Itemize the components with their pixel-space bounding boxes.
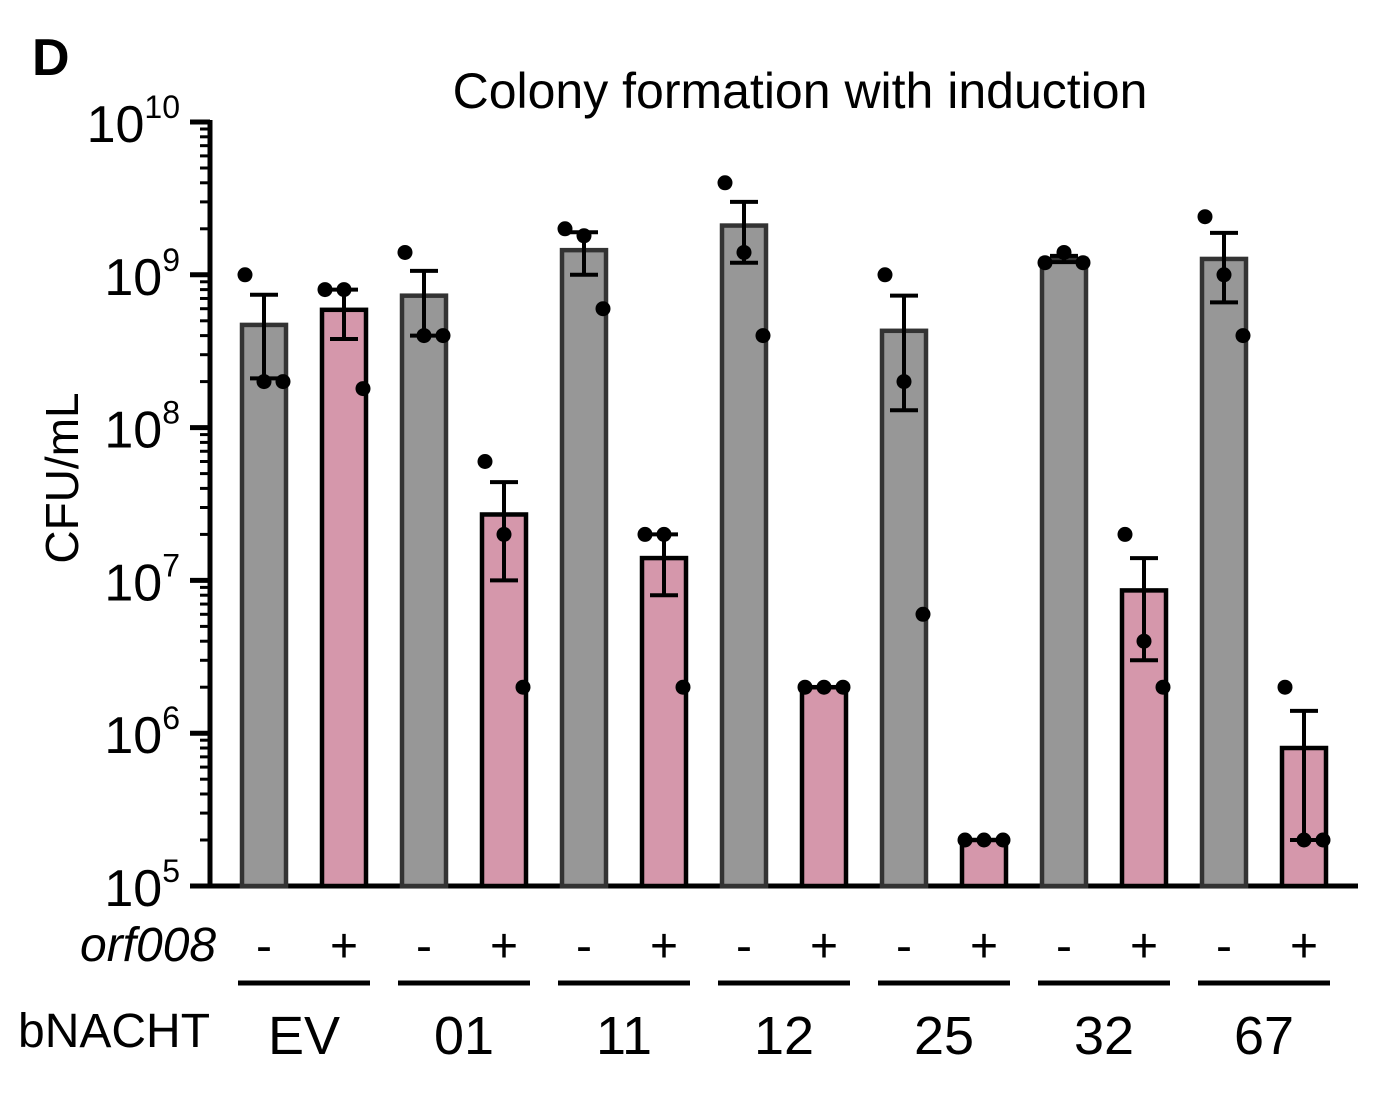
data-point bbox=[797, 679, 813, 695]
data-point bbox=[1136, 633, 1152, 649]
orf008-sign-label: + bbox=[1130, 920, 1158, 973]
data-point bbox=[877, 267, 893, 283]
data-point bbox=[477, 453, 493, 469]
data-point bbox=[1216, 267, 1232, 283]
bar bbox=[799, 684, 849, 889]
data-point bbox=[755, 328, 771, 344]
data-point bbox=[1075, 255, 1091, 271]
data-point bbox=[1056, 244, 1072, 260]
data-point bbox=[736, 244, 752, 260]
bar bbox=[319, 307, 369, 889]
orf008-sign-label: + bbox=[1290, 920, 1318, 973]
data-point bbox=[256, 374, 272, 390]
group-label: 01 bbox=[434, 1006, 494, 1066]
data-point bbox=[435, 328, 451, 344]
orf008-sign-label: + bbox=[970, 920, 998, 973]
data-point bbox=[957, 832, 973, 848]
data-point bbox=[896, 374, 912, 390]
data-point bbox=[1155, 679, 1171, 695]
bar bbox=[1119, 588, 1169, 889]
data-point bbox=[355, 381, 371, 397]
bar bbox=[239, 322, 289, 889]
group-label: 67 bbox=[1234, 1006, 1294, 1066]
y-tick-label: 106 bbox=[104, 700, 180, 765]
y-tick-label: 109 bbox=[104, 242, 180, 307]
data-point bbox=[1197, 209, 1213, 225]
data-point bbox=[237, 267, 253, 283]
group-label: 11 bbox=[596, 1006, 652, 1066]
data-point bbox=[675, 679, 691, 695]
data-point bbox=[816, 679, 832, 695]
data-point bbox=[1037, 255, 1053, 271]
data-point bbox=[317, 282, 333, 298]
orf008-sign-label: - bbox=[896, 920, 912, 973]
data-point bbox=[397, 244, 413, 260]
data-point bbox=[995, 832, 1011, 848]
data-point bbox=[1315, 832, 1331, 848]
bar bbox=[399, 293, 449, 889]
y-tick-label: 107 bbox=[104, 547, 180, 612]
data-point bbox=[336, 282, 352, 298]
panel-letter: D bbox=[32, 29, 70, 87]
data-point bbox=[595, 301, 611, 317]
data-point bbox=[717, 175, 733, 191]
data-point bbox=[976, 832, 992, 848]
group-label: 25 bbox=[914, 1006, 974, 1066]
orf008-sign-label: + bbox=[810, 920, 838, 973]
orf008-row-label: orf008 bbox=[80, 919, 217, 972]
group-label: 32 bbox=[1074, 1006, 1134, 1066]
bar bbox=[1199, 256, 1249, 889]
data-point bbox=[1277, 679, 1293, 695]
orf008-sign-label: - bbox=[576, 920, 592, 973]
data-point bbox=[1235, 328, 1251, 344]
group-label: 12 bbox=[754, 1006, 814, 1066]
orf008-sign-label: + bbox=[490, 920, 518, 973]
data-point bbox=[576, 228, 592, 244]
bar bbox=[639, 555, 689, 889]
chart-title: Colony formation with induction bbox=[452, 63, 1148, 119]
data-point bbox=[275, 374, 291, 390]
bnacht-row-label: bNACHT bbox=[18, 1005, 211, 1058]
data-point bbox=[515, 679, 531, 695]
y-tick-label: 105 bbox=[104, 853, 180, 918]
y-tick-label: 1010 bbox=[87, 89, 180, 154]
data-point bbox=[557, 221, 573, 237]
data-point bbox=[496, 526, 512, 542]
group-label: EV bbox=[268, 1006, 340, 1066]
orf008-sign-label: + bbox=[330, 920, 358, 973]
bar bbox=[719, 223, 769, 889]
orf008-sign-label: - bbox=[736, 920, 752, 973]
orf008-sign-label: - bbox=[416, 920, 432, 973]
data-point bbox=[1117, 526, 1133, 542]
data-point bbox=[656, 526, 672, 542]
orf008-sign-label: - bbox=[1056, 920, 1072, 973]
y-tick-label: 108 bbox=[104, 395, 180, 460]
data-point bbox=[637, 526, 653, 542]
data-point bbox=[1296, 832, 1312, 848]
orf008-sign-label: + bbox=[650, 920, 678, 973]
bar bbox=[559, 247, 609, 889]
data-point bbox=[835, 679, 851, 695]
orf008-sign-label: - bbox=[1216, 920, 1232, 973]
data-point bbox=[915, 606, 931, 622]
data-point bbox=[416, 328, 432, 344]
orf008-sign-label: - bbox=[256, 920, 272, 973]
bar bbox=[1039, 256, 1089, 889]
